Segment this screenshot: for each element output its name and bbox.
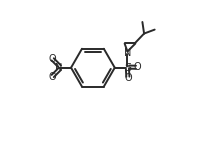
Text: O: O: [49, 72, 56, 82]
Text: N: N: [124, 48, 131, 58]
Text: N: N: [55, 63, 63, 73]
Text: O: O: [49, 54, 56, 63]
Text: O: O: [133, 62, 141, 72]
Text: S: S: [124, 63, 131, 73]
Text: O: O: [124, 73, 132, 83]
